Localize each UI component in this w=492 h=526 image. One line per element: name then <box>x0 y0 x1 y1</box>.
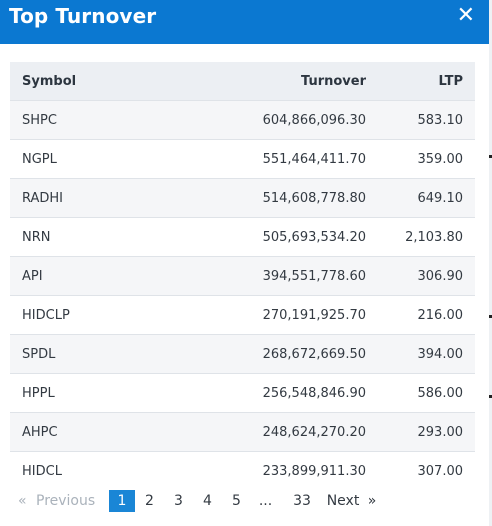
cell-ltp: 394.00 <box>378 334 475 374</box>
edge-mark <box>489 315 492 318</box>
edge-mark <box>489 155 492 158</box>
cell-turnover: 233,899,911.30 <box>164 451 378 490</box>
cell-turnover: 604,866,096.30 <box>164 100 378 140</box>
table-row[interactable]: RADHI 514,608,778.80 649.10 <box>10 178 475 218</box>
page-button-5[interactable]: 5 <box>232 493 241 509</box>
page-button-last[interactable]: 33 <box>293 493 311 509</box>
previous-arrow-icon: « <box>18 493 27 509</box>
cell-ltp: 583.10 <box>378 100 475 140</box>
cell-turnover: 248,624,270.20 <box>164 412 378 452</box>
cell-symbol: HIDCLP <box>10 295 164 335</box>
cell-turnover: 514,608,778.80 <box>164 178 378 218</box>
window-edge <box>489 0 492 526</box>
turnover-table-container: Symbol Turnover LTP SHPC 604,866,096.30 … <box>10 62 475 490</box>
page-button-2[interactable]: 2 <box>145 493 154 509</box>
table-row[interactable]: HPPL 256,548,846.90 586.00 <box>10 373 475 413</box>
next-arrow-icon[interactable]: » <box>367 493 377 509</box>
previous-button[interactable]: Previous <box>36 493 96 509</box>
table-row[interactable]: API 394,551,778.60 306.90 <box>10 256 475 296</box>
cell-symbol: HIDCL <box>10 451 164 490</box>
cell-symbol: SPDL <box>10 334 164 374</box>
modal-header: Top Turnover ✕ <box>0 0 489 44</box>
cell-symbol: NGPL <box>10 139 164 179</box>
column-header-symbol[interactable]: Symbol <box>10 62 164 101</box>
cell-ltp: 649.10 <box>378 178 475 218</box>
cell-turnover: 394,551,778.60 <box>164 256 378 296</box>
table-row[interactable]: NGPL 551,464,411.70 359.00 <box>10 139 475 179</box>
cell-ltp: 216.00 <box>378 295 475 335</box>
cell-symbol: API <box>10 256 164 296</box>
close-icon[interactable]: ✕ <box>456 3 475 28</box>
modal-title: Top Turnover <box>9 4 157 28</box>
table-row[interactable]: SHPC 604,866,096.30 583.10 <box>10 100 475 140</box>
edge-mark <box>489 395 492 398</box>
cell-turnover: 551,464,411.70 <box>164 139 378 179</box>
cell-turnover: 268,672,669.50 <box>164 334 378 374</box>
cell-symbol: RADHI <box>10 178 164 218</box>
cell-ltp: 307.00 <box>378 451 475 490</box>
cell-turnover: 270,191,925.70 <box>164 295 378 335</box>
cell-turnover: 256,548,846.90 <box>164 373 378 413</box>
pagination: « Previous 1 2 3 4 5 ... 33 Next » <box>18 490 382 512</box>
next-button[interactable]: Next <box>326 493 360 509</box>
table-row[interactable]: HIDCLP 270,191,925.70 216.00 <box>10 295 475 335</box>
cell-symbol: SHPC <box>10 100 164 140</box>
table-row[interactable]: SPDL 268,672,669.50 394.00 <box>10 334 475 374</box>
cell-ltp: 2,103.80 <box>378 217 475 257</box>
cell-ltp: 293.00 <box>378 412 475 452</box>
cell-symbol: NRN <box>10 217 164 257</box>
cell-symbol: AHPC <box>10 412 164 452</box>
table-row[interactable]: HIDCL 233,899,911.30 307.00 <box>10 451 475 490</box>
cell-turnover: 505,693,534.20 <box>164 217 378 257</box>
cell-ltp: 359.00 <box>378 139 475 179</box>
cell-symbol: HPPL <box>10 373 164 413</box>
column-header-turnover[interactable]: Turnover <box>164 62 378 101</box>
table-row[interactable]: NRN 505,693,534.20 2,103.80 <box>10 217 475 257</box>
turnover-table: Symbol Turnover LTP SHPC 604,866,096.30 … <box>10 62 475 490</box>
page-button-3[interactable]: 3 <box>174 493 183 509</box>
page-button-4[interactable]: 4 <box>203 493 212 509</box>
cell-ltp: 306.90 <box>378 256 475 296</box>
table-row[interactable]: AHPC 248,624,270.20 293.00 <box>10 412 475 452</box>
page-button-1[interactable]: 1 <box>109 490 135 512</box>
cell-ltp: 586.00 <box>378 373 475 413</box>
column-header-ltp[interactable]: LTP <box>378 62 475 101</box>
table-header-row: Symbol Turnover LTP <box>10 62 475 101</box>
page-ellipsis: ... <box>258 493 273 509</box>
